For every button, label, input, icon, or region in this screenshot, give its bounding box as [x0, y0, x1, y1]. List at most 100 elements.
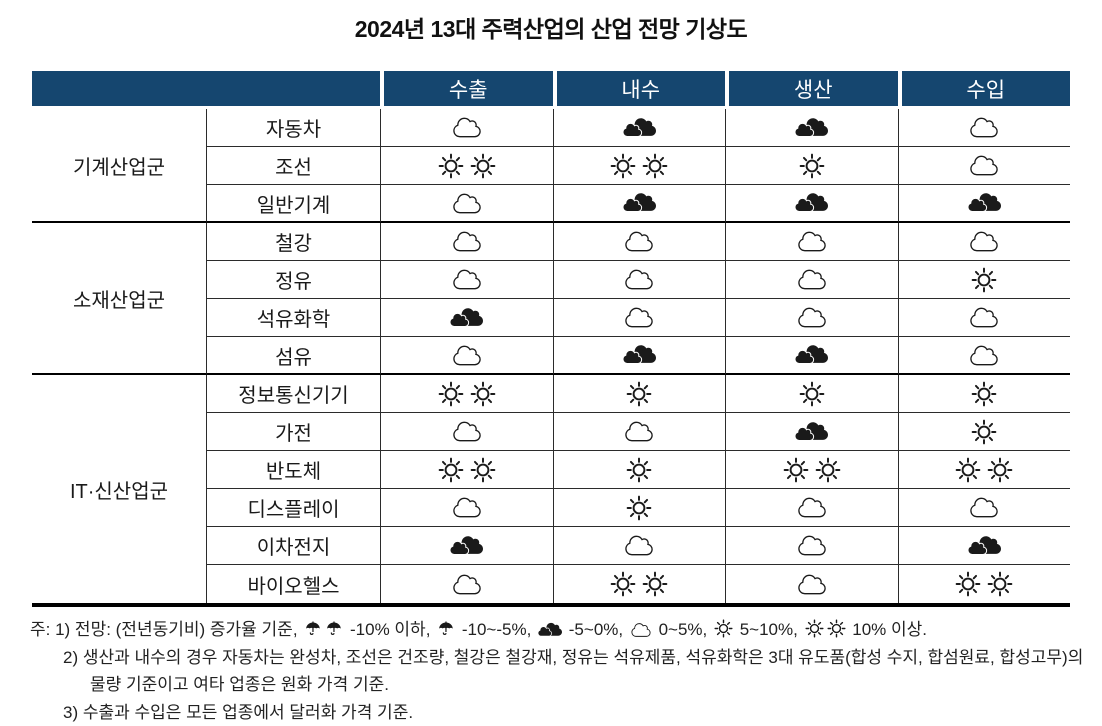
weather-cell — [725, 413, 898, 451]
double-sun-icon — [610, 571, 668, 597]
umbrella-icon — [437, 620, 455, 638]
weather-cell — [552, 261, 725, 299]
weather-cell — [380, 223, 553, 261]
double-sun-icon — [610, 153, 668, 179]
dark-cloud-icon — [967, 192, 1001, 214]
weather-cell — [552, 413, 725, 451]
weather-cell — [552, 147, 725, 185]
note-text: -10~-5%, — [457, 620, 537, 639]
dark-cloud-icon — [967, 535, 1001, 557]
industry-label: 반도체 — [206, 451, 380, 489]
weather-cell — [552, 527, 725, 565]
weather-cell — [380, 185, 553, 223]
weather-cell — [380, 147, 553, 185]
note-price-basis: 3) 수출과 수입은 모든 업종에서 달러화 가격 기준. — [63, 702, 414, 722]
sun-icon — [799, 153, 825, 179]
weather-cell — [897, 565, 1071, 603]
note-legend: 주: 1) 전망: (전년동기비) 증가율 기준, -10% 이하, -10~-… — [30, 616, 1102, 644]
sun-icon — [714, 619, 733, 638]
dark-cloud-icon — [795, 421, 829, 443]
weather-cell — [725, 299, 898, 337]
note-text: -10% 이하, — [345, 620, 436, 639]
note-production-basis: 2) 생산과 내수의 경우 자동차는 완성차, 조선은 건조량, 철강은 철강재… — [63, 647, 1084, 695]
industry-label: 일반기계 — [206, 185, 380, 223]
cloud-outline-icon — [969, 496, 999, 519]
weather-cell — [380, 261, 553, 299]
group-label: 소재산업군 — [32, 223, 206, 375]
weather-cell — [552, 375, 725, 413]
weather-cell — [897, 147, 1070, 185]
weather-cell — [380, 337, 553, 375]
weather-cell — [725, 147, 898, 185]
double-sun-icon — [783, 457, 841, 483]
double-sun-icon — [805, 619, 846, 638]
header-col-production: 생산 — [725, 71, 898, 106]
weather-cell — [897, 451, 1070, 489]
cloud-outline-icon — [452, 420, 482, 443]
cloud-outline-icon — [452, 268, 482, 291]
sun-icon — [971, 381, 997, 407]
double-sun-icon — [438, 457, 496, 483]
double-sun-icon — [955, 457, 1013, 483]
weather-cell — [725, 109, 898, 147]
weather-cell — [552, 299, 725, 337]
note-text: 0~5%, — [653, 620, 712, 639]
double-sun-icon — [438, 153, 496, 179]
weather-cell — [380, 109, 553, 147]
dark-cloud-icon — [538, 622, 563, 638]
note-text: 5~10%, — [734, 620, 803, 639]
header-col-imports: 수입 — [897, 71, 1070, 106]
double-sun-icon — [438, 381, 496, 407]
cloud-outline-icon — [797, 230, 827, 253]
weather-cell — [897, 223, 1070, 261]
weather-cell — [725, 185, 898, 223]
sun-icon — [626, 457, 652, 483]
cloud-outline-icon — [624, 230, 654, 253]
cloud-outline-icon — [452, 496, 482, 519]
sun-icon — [799, 381, 825, 407]
industry-label: 자동차 — [206, 109, 380, 147]
notes-block: 주: 1) 전망: (전년동기비) 증가율 기준, -10% 이하, -10~-… — [30, 616, 1102, 726]
dark-cloud-icon — [622, 344, 656, 366]
weather-cell — [552, 489, 725, 527]
weather-cell — [552, 451, 725, 489]
industry-label: 바이오헬스 — [206, 565, 380, 603]
weather-cell — [552, 223, 725, 261]
cloud-outline-icon — [452, 116, 482, 139]
industry-label: 정유 — [206, 261, 380, 299]
weather-cell — [897, 527, 1070, 565]
cloud-outline-icon — [969, 116, 999, 139]
cloud-outline-icon — [624, 306, 654, 329]
weather-cell — [897, 109, 1070, 147]
weather-cell — [897, 185, 1070, 223]
industry-label: 가전 — [206, 413, 380, 451]
dark-cloud-icon — [795, 192, 829, 214]
table-body: 기계산업군 자동차 조선 일반기계 소재산업군 철강 정유 석유화학 섬유 IT·신산업군 정보통신… — [32, 109, 1070, 607]
weather-cell — [552, 185, 725, 223]
dark-cloud-icon — [450, 535, 484, 557]
weather-cell — [552, 109, 725, 147]
cloud-outline-icon — [630, 622, 652, 638]
forecast-table: 수출 내수 생산 수입 기계산업군 자동차 조선 일반기계 소재산업군 철강 정유 석유화학 섬… — [32, 71, 1070, 607]
cloud-outline-icon — [797, 306, 827, 329]
header-col-exports: 수출 — [380, 71, 553, 106]
industry-label: 디스플레이 — [206, 489, 380, 527]
cloud-outline-icon — [452, 344, 482, 367]
weather-cell — [380, 413, 553, 451]
double-sun-icon — [955, 571, 1013, 597]
weather-cell — [380, 527, 553, 565]
note-text: 주: 1) 전망: (전년동기비) 증가율 기준, — [30, 620, 303, 639]
double-umbrella-icon — [304, 620, 343, 638]
sun-icon — [971, 267, 997, 293]
weather-cell — [552, 565, 726, 603]
weather-cell — [725, 223, 898, 261]
weather-cell — [725, 451, 898, 489]
page-title: 2024년 13대 주력산업의 산업 전망 기상도 — [354, 16, 748, 42]
sun-icon — [626, 495, 652, 521]
weather-cell — [552, 337, 725, 375]
weather-cell — [725, 375, 898, 413]
header-col-domestic: 내수 — [552, 71, 725, 106]
sun-icon — [626, 381, 652, 407]
header-corner-cell — [32, 71, 380, 106]
